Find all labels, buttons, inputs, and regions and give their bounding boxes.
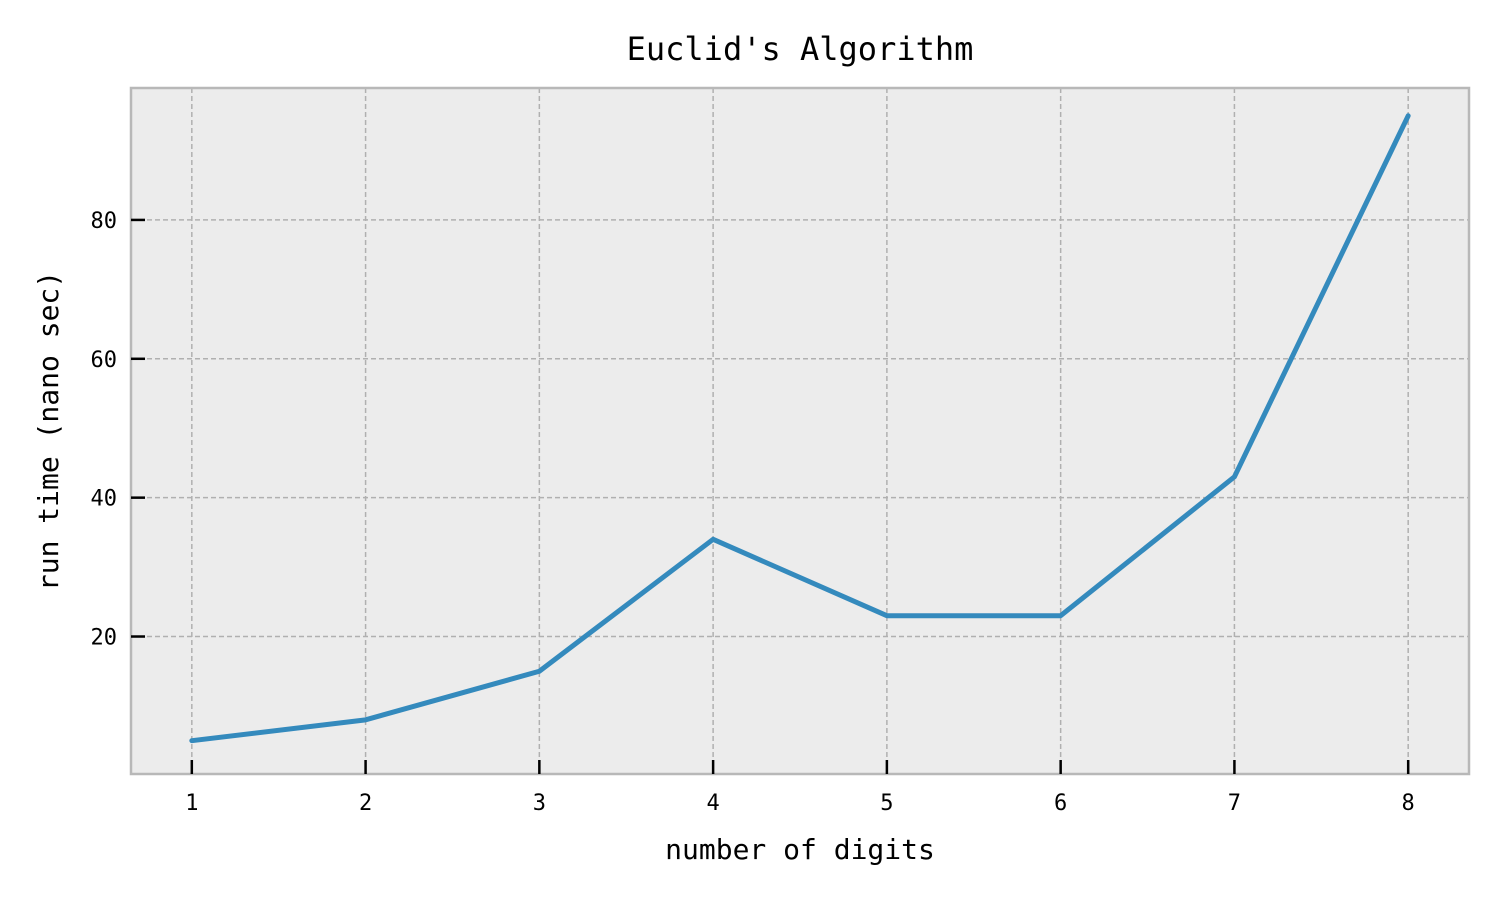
grid bbox=[131, 88, 1469, 774]
y-tick-label: 20 bbox=[91, 626, 118, 651]
plot-area bbox=[131, 88, 1469, 774]
x-tick-label: 2 bbox=[359, 791, 372, 816]
plot-frame bbox=[129, 86, 1471, 776]
chart-title: Euclid's Algorithm bbox=[627, 30, 974, 68]
x-tick-label: 5 bbox=[880, 791, 893, 816]
x-tick-label: 6 bbox=[1054, 791, 1067, 816]
ticks: 1 2 3 4 5 6 7 8 20 40 60 80 bbox=[91, 209, 1415, 816]
y-tick-label: 60 bbox=[91, 348, 118, 373]
x-tick-label: 7 bbox=[1228, 791, 1241, 816]
y-tick-label: 80 bbox=[91, 209, 118, 234]
y-tick-label: 40 bbox=[91, 487, 118, 512]
series-layer bbox=[189, 113, 1411, 744]
x-tick-label: 4 bbox=[706, 791, 719, 816]
x-tick-label: 1 bbox=[185, 791, 198, 816]
x-tick-label: 3 bbox=[533, 791, 546, 816]
series-line bbox=[189, 113, 1411, 744]
x-axis-label: number of digits bbox=[665, 833, 935, 866]
x-tick-label: 8 bbox=[1402, 791, 1415, 816]
y-axis-label: run time (nano sec) bbox=[32, 271, 65, 591]
